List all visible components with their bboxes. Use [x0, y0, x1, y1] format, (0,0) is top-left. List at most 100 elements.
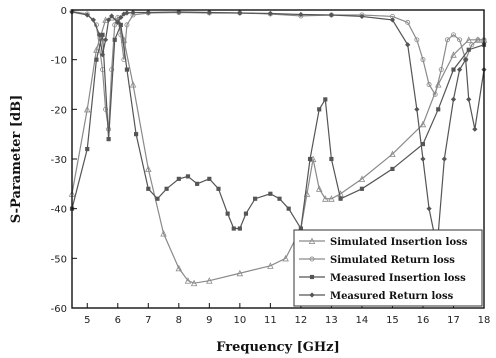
data-point — [124, 67, 130, 72]
data-point — [184, 277, 192, 284]
y-axis-title: S-Parameter [dB] — [9, 95, 24, 223]
legend-label: Measured Insertion loss — [330, 273, 466, 284]
data-point — [134, 132, 139, 137]
data-point — [164, 186, 169, 191]
data-point — [118, 22, 123, 27]
data-point — [96, 32, 103, 38]
data-point — [115, 19, 121, 26]
data-point — [206, 9, 212, 16]
data-point — [103, 106, 109, 112]
x-tick-label: 8 — [176, 315, 182, 326]
data-point — [237, 226, 242, 231]
data-point — [102, 37, 109, 43]
x-tick-label: 17 — [447, 315, 460, 326]
data-point — [451, 32, 456, 38]
series-3 — [69, 22, 487, 231]
data-point — [469, 42, 475, 48]
data-point — [475, 37, 481, 43]
y-tick-label: -60 — [51, 304, 67, 315]
x-tick-label: 6 — [115, 315, 121, 326]
data-point — [441, 156, 447, 162]
data-point — [93, 46, 100, 53]
series-2 — [69, 9, 487, 132]
data-point — [405, 42, 411, 48]
data-point — [216, 186, 221, 191]
data-point — [190, 279, 198, 287]
data-point — [420, 142, 426, 147]
y-axis: 0 -10 -20 -30 -40 -50 -60 — [51, 6, 77, 315]
data-point — [106, 137, 111, 142]
data-point — [405, 19, 411, 25]
data-point — [420, 57, 426, 63]
data-point — [298, 226, 303, 231]
data-point — [268, 191, 273, 196]
legend-box — [293, 229, 483, 307]
legend-items: Simulated Insertion loss Simulated Return… — [299, 237, 468, 302]
y-tick-label: 0 — [61, 6, 67, 17]
x-tick-label: 7 — [145, 315, 151, 326]
y-tick-label: -40 — [51, 205, 67, 216]
data-point — [90, 17, 96, 23]
data-point — [359, 186, 365, 191]
data-point — [338, 196, 343, 201]
data-point — [389, 150, 396, 158]
legend-marker — [309, 256, 315, 262]
legend-label: Simulated Insertion loss — [330, 237, 468, 248]
data-point — [277, 196, 282, 201]
data-point — [438, 67, 444, 73]
data-point — [432, 91, 438, 97]
data-point — [472, 126, 478, 132]
data-point — [124, 10, 130, 16]
legend-label: Simulated Return loss — [330, 255, 455, 266]
data-point — [359, 13, 365, 20]
data-point — [322, 195, 329, 202]
data-point — [414, 106, 420, 112]
data-point — [155, 196, 160, 201]
data-point — [106, 17, 112, 23]
x-tick-label: 5 — [84, 315, 90, 326]
data-point — [451, 67, 456, 72]
data-point — [298, 11, 304, 18]
series-4 — [69, 9, 487, 242]
data-point — [231, 226, 236, 231]
data-point — [444, 37, 450, 43]
data-point — [112, 37, 117, 42]
data-point — [463, 57, 469, 63]
data-point — [426, 82, 432, 87]
x-tick-label: 14 — [356, 315, 369, 326]
legend-label: Measured Return loss — [330, 291, 454, 302]
x-tick-label: 9 — [206, 315, 212, 326]
y-tick-label: -10 — [51, 56, 67, 67]
data-point — [129, 81, 137, 88]
data-point — [434, 81, 442, 88]
data-point — [112, 22, 118, 28]
data-point — [243, 211, 249, 216]
x-tick-label: 16 — [417, 315, 430, 326]
data-point — [267, 10, 273, 17]
data-point — [426, 206, 432, 212]
legend-marker — [308, 237, 316, 245]
data-point — [457, 37, 463, 43]
data-point — [100, 32, 105, 37]
data-point — [185, 174, 191, 179]
data-point — [175, 264, 183, 272]
data-point — [465, 36, 472, 43]
data-point — [450, 51, 457, 58]
data-point — [253, 196, 258, 201]
x-axis-title: Frequency [GHz] — [216, 340, 339, 355]
x-tick-label: 15 — [386, 315, 399, 326]
y-tick-label: -20 — [51, 105, 67, 116]
data-point — [307, 156, 313, 162]
data-point — [466, 47, 471, 52]
series-line — [71, 10, 484, 130]
series-line — [71, 22, 485, 231]
data-point — [282, 254, 289, 262]
data-point — [84, 12, 90, 18]
x-tick-label: 11 — [264, 315, 277, 326]
legend: Simulated Insertion loss Simulated Return… — [293, 229, 483, 307]
data-point — [84, 105, 91, 113]
x-tick-label: 13 — [325, 315, 338, 326]
data-point — [225, 211, 230, 216]
data-point — [317, 107, 322, 112]
y-tick-label: -50 — [51, 254, 67, 265]
